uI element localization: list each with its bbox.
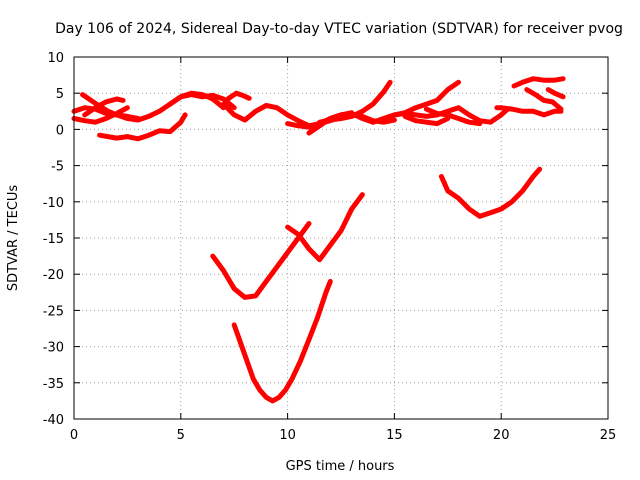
x-tick-label: 5 bbox=[177, 428, 185, 443]
y-tick-label: -5 bbox=[51, 160, 64, 175]
y-tick-label: -15 bbox=[43, 232, 64, 247]
x-axis-label: GPS time / hours bbox=[286, 459, 395, 474]
series-line-arc-15 bbox=[402, 113, 451, 127]
series-line-arc-21 bbox=[210, 221, 312, 300]
series-line-arc-5 bbox=[97, 112, 188, 142]
y-tick-label: -40 bbox=[43, 413, 64, 428]
y-tick-label: 10 bbox=[47, 51, 64, 66]
series-line-arc-19 bbox=[524, 87, 564, 112]
series-line-arc-18 bbox=[511, 76, 566, 89]
series-line-arc-11 bbox=[306, 111, 376, 136]
series-line-arc-4 bbox=[82, 96, 126, 118]
x-tick-label: 10 bbox=[279, 428, 296, 443]
chart-title: Day 106 of 2024, Sidereal Day-to-day VTE… bbox=[55, 21, 623, 37]
x-tick-label: 20 bbox=[493, 428, 510, 443]
series-line-arc-16 bbox=[423, 106, 483, 127]
x-tick-label: 15 bbox=[386, 428, 403, 443]
series-line-arc-12 bbox=[317, 79, 393, 125]
series-line-arc-24 bbox=[438, 166, 543, 219]
series-line-arc-20 bbox=[545, 87, 566, 100]
series-line-arc-2 bbox=[71, 105, 130, 125]
series-line-arc-7 bbox=[167, 90, 226, 111]
y-tick-label: -30 bbox=[43, 341, 64, 356]
series-line-arc-14 bbox=[391, 79, 461, 118]
tick-layer: 0 5 10 15 20 25 -40 -35 -30 -25 -20 -15 -10 -5 0 5 10 bbox=[43, 51, 617, 443]
series-line-arc-22 bbox=[231, 278, 333, 404]
x-tick-label: 0 bbox=[70, 428, 78, 443]
y-tick-label: 0 bbox=[56, 123, 64, 138]
series-line-arc-9 bbox=[225, 90, 252, 102]
x-tick-label: 25 bbox=[600, 428, 617, 443]
y-tick-label: 5 bbox=[56, 87, 64, 102]
y-tick-label: -20 bbox=[43, 268, 64, 283]
series-line-arc-23 bbox=[285, 192, 365, 263]
y-tick-label: -10 bbox=[43, 196, 64, 211]
y-tick-label: -35 bbox=[43, 377, 64, 392]
y-tick-label: -25 bbox=[43, 304, 64, 319]
series-layer bbox=[71, 76, 566, 404]
series-line-arc-17 bbox=[494, 105, 564, 118]
y-axis-label: SDTVAR / TECUs bbox=[6, 185, 21, 292]
